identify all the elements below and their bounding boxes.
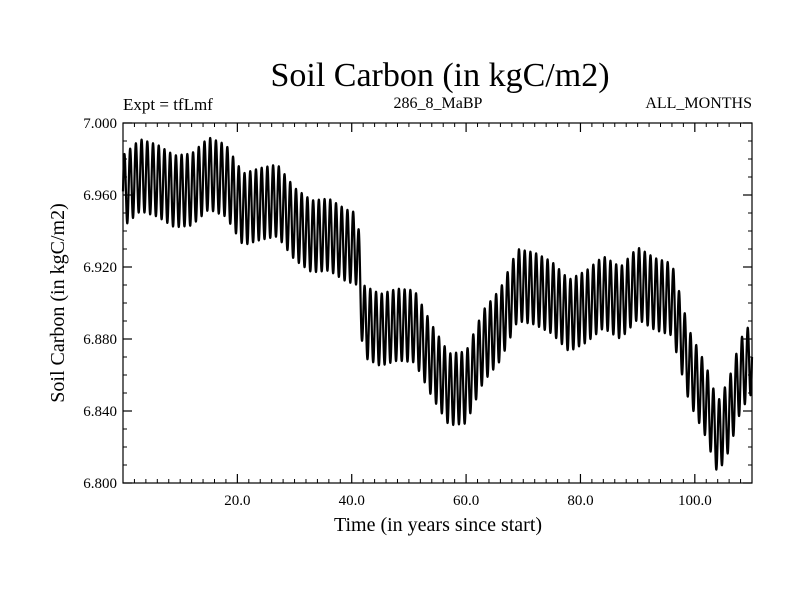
x-tick-label: 20.0: [224, 493, 250, 509]
x-tick-label: 80.0: [567, 493, 593, 509]
y-tick-label: 6.960: [83, 188, 117, 204]
x-axis-label: Time (in years since start): [334, 514, 542, 536]
soil-carbon-series-line: [121, 136, 754, 471]
y-tick-label: 6.800: [83, 476, 117, 492]
y-tick-label: 6.840: [83, 404, 117, 420]
y-axis-label: Soil Carbon (in kgC/m2): [47, 203, 69, 402]
x-tick-label: 100.0: [678, 493, 712, 509]
y-tick-label: 6.880: [83, 332, 117, 348]
x-axis: 20.0 40.0 60.0 80.0 100.0: [133, 123, 742, 509]
y-tick-label: 7.000: [83, 116, 117, 132]
y-axis: 6.800 6.840 6.880 6.920 6.960 7.000: [83, 116, 752, 492]
period-label: 286_8_MaBP: [394, 95, 483, 112]
months-label: ALL_MONTHS: [645, 95, 752, 112]
experiment-label: Expt = tfLmf: [123, 95, 213, 114]
x-tick-label: 40.0: [339, 493, 365, 509]
x-tick-label: 60.0: [453, 493, 479, 509]
chart-title: Soil Carbon (in kgC/m2): [270, 57, 609, 94]
y-tick-label: 6.920: [83, 260, 117, 276]
